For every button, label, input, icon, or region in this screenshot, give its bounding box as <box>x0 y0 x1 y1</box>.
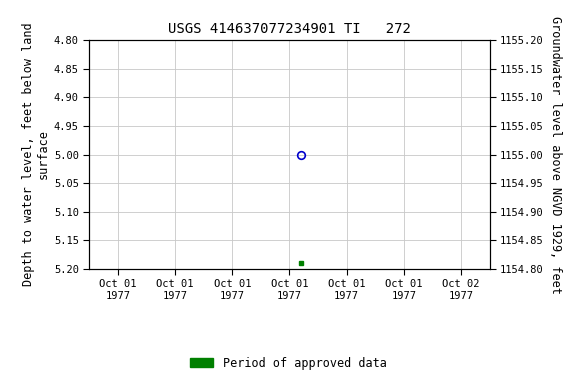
Y-axis label: Groundwater level above NGVD 1929, feet: Groundwater level above NGVD 1929, feet <box>550 16 562 293</box>
Y-axis label: Depth to water level, feet below land
surface: Depth to water level, feet below land su… <box>22 23 50 286</box>
Legend: Period of approved data: Period of approved data <box>185 352 391 374</box>
Title: USGS 414637077234901 TI   272: USGS 414637077234901 TI 272 <box>168 22 411 36</box>
